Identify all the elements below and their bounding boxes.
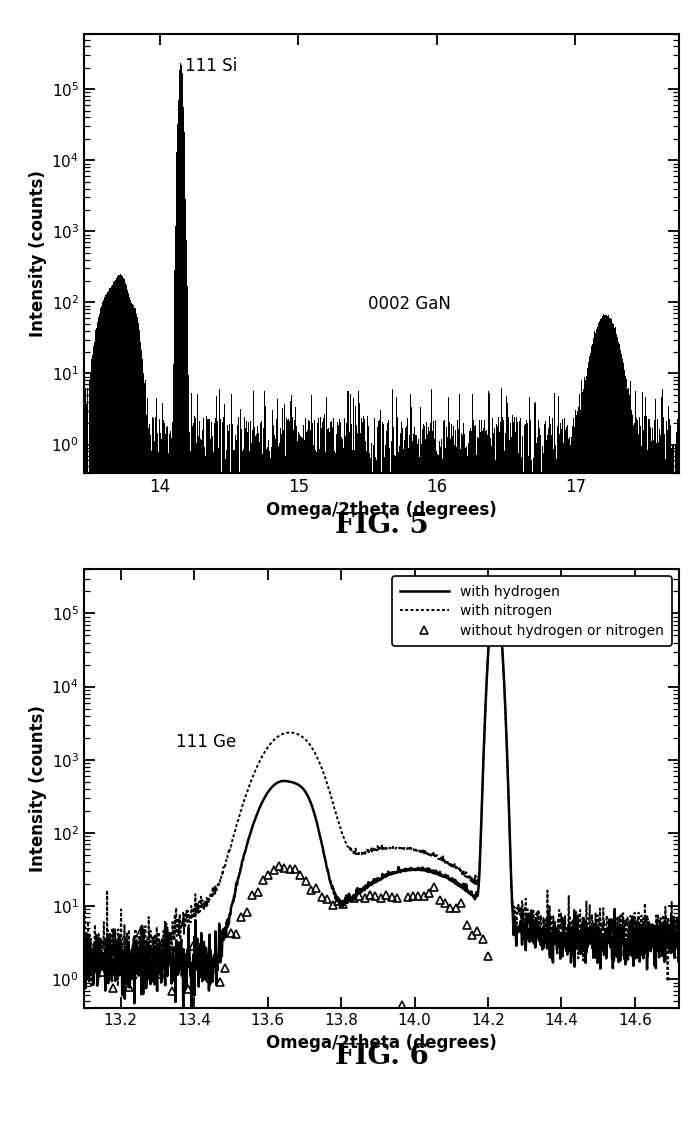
with hydrogen xyxy=(435,869,444,883)
with hydrogen xyxy=(179,1001,188,1015)
with hydrogen xyxy=(346,892,355,905)
with hydrogen xyxy=(636,938,644,951)
with hydrogen xyxy=(491,584,499,598)
Text: 111 Si: 111 Si xyxy=(517,616,570,634)
with hydrogen xyxy=(80,955,88,968)
without hydrogen or nitrogen xyxy=(414,889,423,903)
with hydrogen xyxy=(254,803,262,817)
without hydrogen or nitrogen xyxy=(275,860,284,873)
without hydrogen or nitrogen xyxy=(398,998,407,1011)
Legend: with hydrogen, with nitrogen, without hydrogen or nitrogen: with hydrogen, with nitrogen, without hy… xyxy=(392,576,672,646)
with nitrogen xyxy=(80,937,88,950)
X-axis label: Omega/2theta (degrees): Omega/2theta (degrees) xyxy=(266,502,497,520)
Y-axis label: Intensity (counts): Intensity (counts) xyxy=(29,170,48,337)
with nitrogen xyxy=(157,971,165,984)
with nitrogen xyxy=(491,588,499,601)
with nitrogen xyxy=(435,852,444,866)
without hydrogen or nitrogen xyxy=(409,889,417,903)
Text: 0002 GaN: 0002 GaN xyxy=(368,295,451,313)
with nitrogen xyxy=(144,954,153,967)
X-axis label: Omega/2theta (degrees): Omega/2theta (degrees) xyxy=(266,1034,497,1052)
with hydrogen xyxy=(156,960,164,974)
without hydrogen or nitrogen xyxy=(484,949,492,963)
Text: 111 Ge: 111 Ge xyxy=(176,733,236,750)
with nitrogen xyxy=(636,922,644,936)
Line: with nitrogen: with nitrogen xyxy=(84,594,679,994)
Text: 111 Si: 111 Si xyxy=(185,56,237,75)
without hydrogen or nitrogen xyxy=(92,1006,101,1019)
with nitrogen xyxy=(346,843,355,857)
with hydrogen xyxy=(675,942,683,956)
without hydrogen or nitrogen xyxy=(425,887,433,901)
without hydrogen or nitrogen xyxy=(452,902,460,915)
with nitrogen xyxy=(675,932,683,946)
Text: FIG. 6: FIG. 6 xyxy=(335,1043,428,1070)
Text: FIG. 5: FIG. 5 xyxy=(335,512,428,539)
without hydrogen or nitrogen xyxy=(87,945,95,958)
Line: with hydrogen: with hydrogen xyxy=(84,591,679,1008)
Y-axis label: Intensity (counts): Intensity (counts) xyxy=(29,705,48,872)
Line: without hydrogen or nitrogen: without hydrogen or nitrogen xyxy=(88,862,492,1016)
with nitrogen xyxy=(254,757,262,771)
without hydrogen or nitrogen xyxy=(125,980,133,993)
with hydrogen xyxy=(144,948,152,962)
with nitrogen xyxy=(120,988,128,1001)
